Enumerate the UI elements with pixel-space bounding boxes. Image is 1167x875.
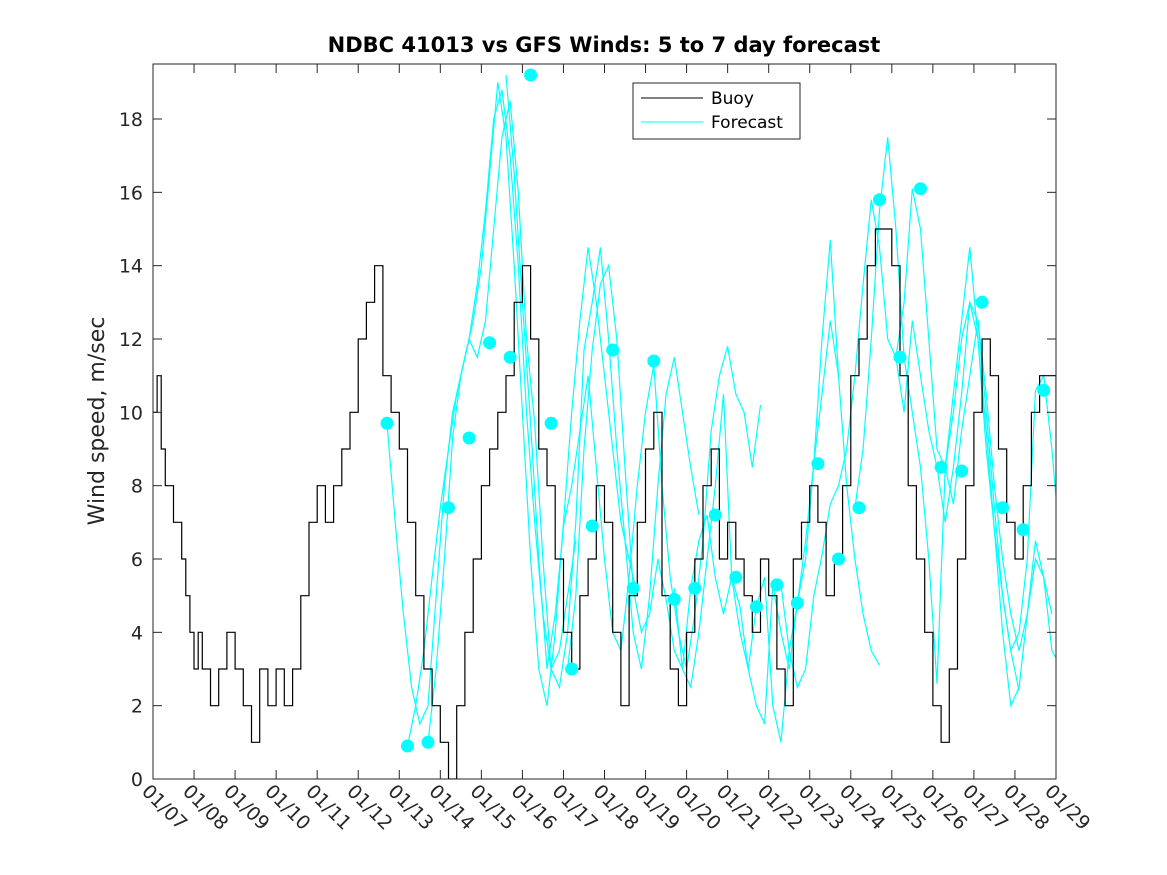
forecast-start-marker (893, 350, 907, 364)
forecast-series-line (505, 74, 762, 670)
x-tick-label: 01/10 (260, 780, 314, 834)
forecast-series-line (427, 100, 700, 743)
forecast-series-line (673, 320, 881, 743)
x-tick-label: 01/17 (548, 780, 602, 834)
chart-title: NDBC 41013 vs GFS Winds: 5 to 7 day fore… (328, 33, 881, 57)
y-tick-label: 0 (131, 769, 143, 791)
x-tick-label: 01/12 (342, 780, 396, 834)
forecast-start-marker (729, 570, 743, 584)
x-tick-label: 01/29 (1040, 780, 1094, 834)
forecast-start-marker (790, 596, 804, 610)
y-tick-label: 14 (119, 256, 143, 278)
forecast-start-marker (503, 350, 517, 364)
forecast-start-marker (708, 508, 722, 522)
forecast-start-marker (996, 501, 1010, 515)
legend-forecast-label: Forecast (711, 113, 783, 133)
x-tick-label: 01/22 (753, 780, 807, 834)
y-tick-label: 6 (131, 549, 143, 571)
forecast-start-marker (483, 336, 497, 350)
forecast-start-marker (749, 600, 763, 614)
x-tick-label: 01/21 (712, 780, 766, 834)
y-tick-label: 18 (119, 109, 143, 131)
forecast-start-marker (955, 464, 969, 478)
forecast-series-line (854, 137, 1053, 708)
x-tick-label: 01/11 (301, 780, 355, 834)
forecast-start-marker (565, 662, 579, 676)
x-tick-label: 01/25 (876, 780, 930, 834)
buoy-line (153, 228, 1056, 779)
y-axis-label: Wind speed, m/sec (85, 317, 110, 526)
forecast-series-line (895, 302, 1056, 653)
forecast-start-marker (647, 354, 661, 368)
forecast-series-line (386, 89, 577, 726)
x-tick-label: 01/23 (794, 780, 848, 834)
forecast-start-marker (544, 416, 558, 430)
x-tick-label: 01/09 (219, 780, 273, 834)
buoy-series-line (153, 228, 1056, 779)
forecast-start-marker (626, 581, 640, 595)
y-tick-label: 12 (119, 329, 143, 351)
legend: Buoy Forecast (632, 82, 801, 140)
forecast-start-marker (667, 592, 681, 606)
forecast-start-marker (442, 501, 455, 515)
forecast-start-marker (873, 193, 886, 207)
forecast-start-marker (401, 739, 414, 753)
y-tick-label: 10 (119, 402, 143, 424)
forecast-start-marker (832, 552, 845, 566)
x-tick-label: 01/18 (589, 780, 643, 834)
legend-buoy-label: Buoy (711, 89, 754, 109)
x-tick-label: 01/27 (958, 780, 1012, 834)
forecast-start-marker (688, 581, 702, 595)
forecast-start-marker (462, 431, 476, 445)
forecast-start-marker (852, 501, 866, 515)
forecast-start-marker (1037, 383, 1051, 397)
legend-box (632, 82, 801, 140)
y-axis: 0 2 4 6 8 10 12 14 16 18 (119, 109, 1056, 791)
forecast-start-marker (585, 519, 599, 533)
x-tick-label: 01/16 (507, 780, 561, 834)
x-tick-label: 01/07 (137, 780, 191, 834)
x-tick-label: 01/20 (671, 780, 725, 834)
forecast-start-marker (811, 457, 825, 471)
x-tick-label: 01/15 (466, 780, 520, 834)
forecast-start-marker (380, 416, 394, 430)
x-tick-label: 01/26 (917, 780, 971, 834)
x-tick-label: 01/19 (630, 780, 684, 834)
forecast-series-line (406, 82, 638, 747)
forecast-start-marker (524, 68, 538, 82)
y-tick-label: 16 (119, 182, 143, 204)
x-tick-label: 01/08 (178, 780, 232, 834)
x-tick-label: 01/14 (424, 780, 478, 834)
forecast-series-line (944, 320, 1056, 659)
forecast-markers (380, 68, 1051, 753)
forecast-start-marker (914, 182, 927, 196)
y-tick-label: 4 (131, 622, 143, 644)
forecast-start-marker (770, 578, 784, 592)
plot-area (153, 64, 1056, 779)
forecast-start-marker (934, 460, 948, 474)
y-tick-label: 2 (131, 696, 143, 718)
forecast-start-marker (975, 295, 989, 309)
y-tick-label: 8 (131, 476, 143, 498)
forecast-start-marker (606, 343, 620, 357)
forecast-start-marker (1016, 523, 1030, 537)
x-tick-label: 01/13 (383, 780, 437, 834)
forecast-start-marker (421, 735, 435, 749)
x-tick-label: 01/24 (835, 780, 889, 834)
x-tick-label: 01/28 (999, 780, 1053, 834)
